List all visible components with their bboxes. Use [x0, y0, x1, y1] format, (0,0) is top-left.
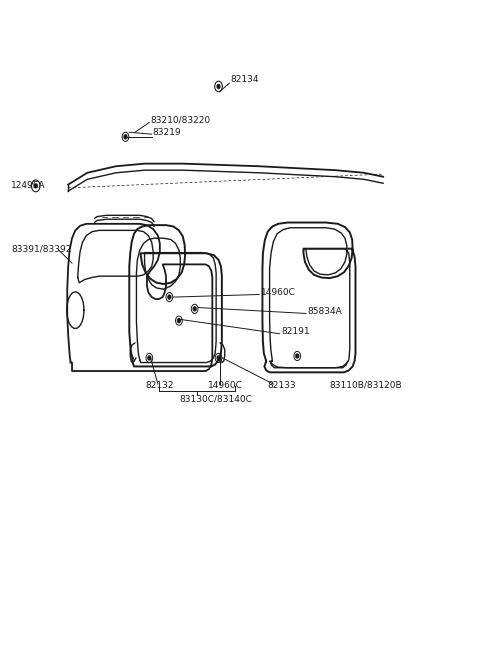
- Circle shape: [217, 85, 220, 89]
- Text: 82133: 82133: [267, 381, 296, 390]
- Circle shape: [178, 319, 180, 323]
- Text: 85834A: 85834A: [308, 307, 343, 316]
- Circle shape: [124, 135, 127, 139]
- Circle shape: [193, 307, 196, 311]
- Text: 14960C: 14960C: [261, 288, 295, 297]
- Circle shape: [217, 356, 220, 360]
- Text: 83219: 83219: [152, 127, 181, 137]
- Text: 83391/83392: 83391/83392: [11, 244, 72, 253]
- Text: 83130C/83140C: 83130C/83140C: [180, 395, 253, 403]
- Text: 83110B/83120B: 83110B/83120B: [330, 381, 402, 390]
- Circle shape: [148, 356, 151, 360]
- Circle shape: [296, 354, 299, 358]
- Text: 83210/83220: 83210/83220: [150, 116, 210, 125]
- Text: 1249EA: 1249EA: [11, 181, 46, 191]
- Text: 82191: 82191: [281, 327, 310, 336]
- Circle shape: [168, 295, 171, 299]
- Text: 82134: 82134: [230, 76, 259, 84]
- Text: 82132: 82132: [145, 381, 174, 390]
- Circle shape: [34, 184, 37, 188]
- Text: 14960C: 14960C: [207, 381, 242, 390]
